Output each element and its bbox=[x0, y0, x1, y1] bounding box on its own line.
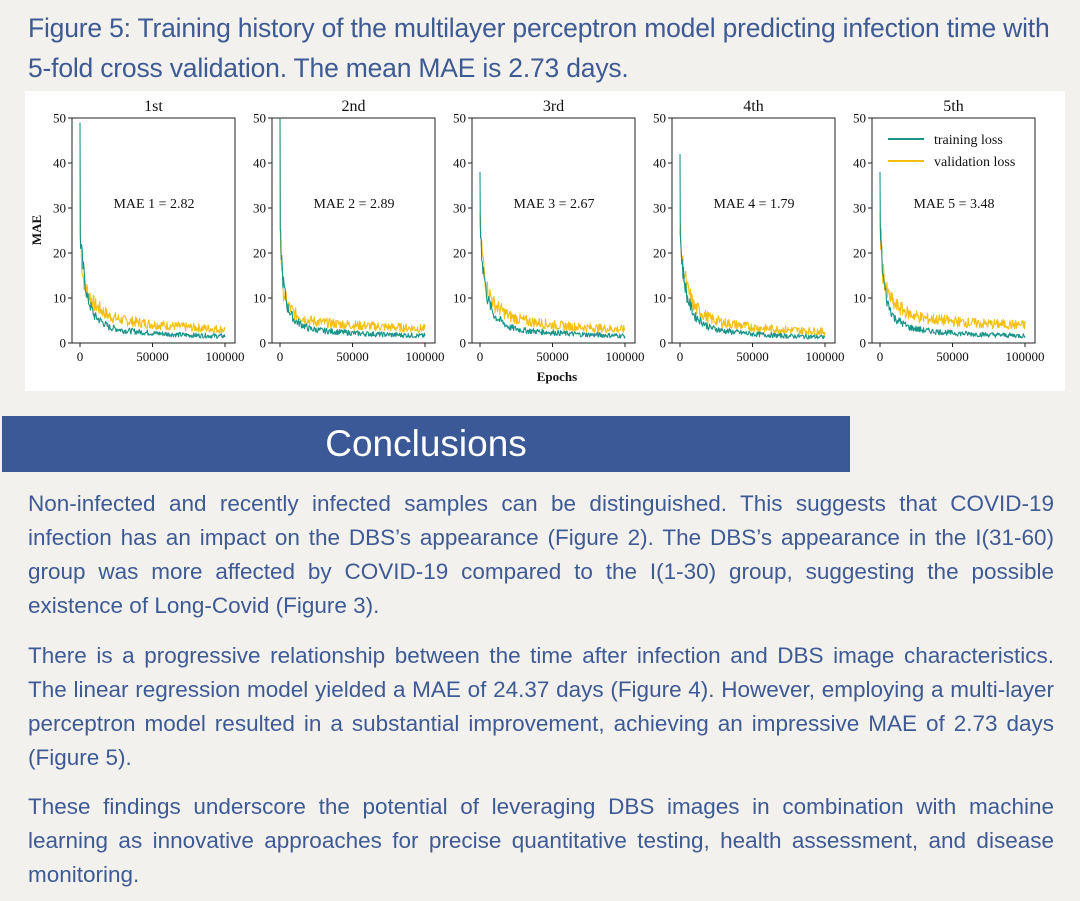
figure-panel: 1st 0 10 20 30 40 50 0 50000 100000 MAE 1 = 2.82 2n… bbox=[25, 91, 1065, 391]
mae-annotation-2: MAE 2 = 2.89 bbox=[313, 197, 394, 212]
y-tick-label: 0 bbox=[460, 336, 467, 351]
y-tick-label: 0 bbox=[260, 336, 267, 351]
x-tick-label: 100000 bbox=[1006, 349, 1045, 364]
y-tick-label: 40 bbox=[453, 156, 466, 171]
plot-frame-2 bbox=[271, 117, 436, 344]
plot-frame-1 bbox=[71, 117, 236, 344]
x-tick-label: 50000 bbox=[136, 349, 169, 364]
x-tick-label: 0 bbox=[277, 349, 284, 364]
y-tick-label: 40 bbox=[253, 156, 266, 171]
x-tick-label: 50000 bbox=[936, 349, 969, 364]
y-tick-label: 50 bbox=[853, 111, 866, 126]
x-tick-label: 50000 bbox=[536, 349, 569, 364]
conclusion-paragraph-3: These findings underscore the potential … bbox=[28, 794, 1054, 887]
figure-caption: Figure 5: Training history of the multil… bbox=[28, 13, 1050, 83]
plot-frame-3 bbox=[471, 117, 636, 344]
y-tick-label: 30 bbox=[853, 201, 866, 216]
y-tick-label: 10 bbox=[53, 291, 66, 306]
y-tick-label: 20 bbox=[253, 246, 266, 261]
training-loss-line-5 bbox=[879, 171, 1026, 339]
y-tick-label: 0 bbox=[860, 336, 867, 351]
y-tick-label: 20 bbox=[453, 246, 466, 261]
y-tick-label: 30 bbox=[453, 201, 466, 216]
x-tick-label: 50000 bbox=[336, 349, 369, 364]
x-tick-label: 100000 bbox=[806, 349, 845, 364]
conclusion-paragraph-1: Non-infected and recently infected sampl… bbox=[28, 491, 1054, 618]
y-tick-label: 50 bbox=[653, 111, 666, 126]
validation-loss-line-4 bbox=[679, 223, 826, 337]
panel-title-5: 5th bbox=[943, 98, 963, 115]
y-tick-label: 40 bbox=[853, 156, 866, 171]
y-tick-label: 50 bbox=[53, 111, 66, 126]
x-tick-label: 100000 bbox=[406, 349, 445, 364]
x-axis-label: Epochs bbox=[537, 369, 577, 384]
y-tick-label: 20 bbox=[853, 246, 866, 261]
x-tick-label: 100000 bbox=[206, 349, 245, 364]
y-tick-label: 30 bbox=[53, 201, 66, 216]
section-title: Conclusions bbox=[325, 423, 527, 464]
y-tick-label: 40 bbox=[53, 156, 66, 171]
validation-loss-line-2 bbox=[279, 117, 426, 334]
mae-annotation-3: MAE 3 = 2.67 bbox=[513, 197, 594, 212]
panel-title-1: 1st bbox=[144, 98, 163, 115]
legend-training-label: training loss bbox=[934, 133, 1003, 148]
validation-loss-line-3 bbox=[479, 212, 626, 334]
y-tick-label: 30 bbox=[653, 201, 666, 216]
y-tick-label: 10 bbox=[253, 291, 266, 306]
legend-validation-label: validation loss bbox=[934, 155, 1015, 170]
x-tick-label: 100000 bbox=[606, 349, 645, 364]
training-loss-line-3 bbox=[479, 171, 626, 339]
y-tick-label: 20 bbox=[53, 246, 66, 261]
y-tick-label: 0 bbox=[60, 336, 67, 351]
x-tick-label: 0 bbox=[477, 349, 484, 364]
validation-loss-line-1 bbox=[79, 158, 226, 334]
x-tick-label: 50000 bbox=[736, 349, 769, 364]
panel-title-4: 4th bbox=[743, 98, 763, 115]
y-tick-label: 10 bbox=[453, 291, 466, 306]
plot-frame-5 bbox=[871, 117, 1036, 344]
x-tick-label: 0 bbox=[877, 349, 884, 364]
validation-loss-line-5 bbox=[879, 212, 1026, 330]
panel-title-2: 2nd bbox=[342, 98, 366, 115]
y-tick-label: 20 bbox=[653, 246, 666, 261]
y-tick-label: 0 bbox=[660, 336, 667, 351]
conclusions-banner: Conclusions bbox=[2, 416, 850, 472]
y-tick-label: 50 bbox=[253, 111, 266, 126]
y-tick-label: 10 bbox=[653, 291, 666, 306]
y-tick-label: 10 bbox=[853, 291, 866, 306]
x-tick-label: 0 bbox=[677, 349, 684, 364]
x-tick-label: 0 bbox=[77, 349, 84, 364]
y-tick-label: 50 bbox=[453, 111, 466, 126]
mae-annotation-5: MAE 5 = 3.48 bbox=[913, 197, 994, 212]
training-loss-line-1 bbox=[79, 122, 226, 339]
conclusion-paragraph-2: There is a progressive relationship betw… bbox=[28, 643, 1054, 770]
training-loss-line-4 bbox=[679, 153, 826, 340]
panel-title-3: 3rd bbox=[543, 98, 564, 115]
training-loss-line-2 bbox=[279, 117, 426, 339]
y-tick-label: 30 bbox=[253, 201, 266, 216]
y-axis-label: MAE bbox=[29, 215, 44, 245]
plot-frame-4 bbox=[671, 117, 836, 344]
mae-annotation-1: MAE 1 = 2.82 bbox=[113, 197, 194, 212]
mae-annotation-4: MAE 4 = 1.79 bbox=[713, 197, 794, 212]
y-tick-label: 40 bbox=[653, 156, 666, 171]
